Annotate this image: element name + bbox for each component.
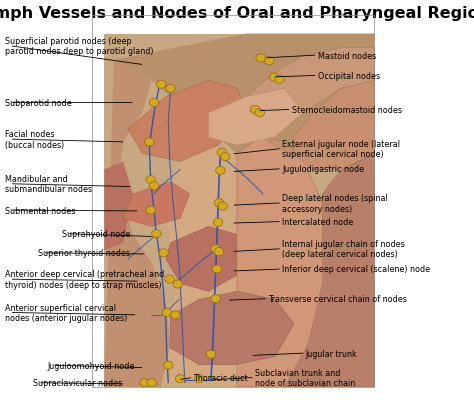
- Polygon shape: [171, 292, 294, 364]
- Text: Occipital nodes: Occipital nodes: [318, 72, 380, 81]
- Circle shape: [216, 167, 225, 175]
- Polygon shape: [166, 227, 237, 292]
- Circle shape: [173, 280, 182, 288]
- Text: Transverse cervical chain of nodes: Transverse cervical chain of nodes: [268, 294, 407, 303]
- Circle shape: [175, 375, 185, 383]
- Text: Anterior superficial cervical
nodes (anterior jugular nodes): Anterior superficial cervical nodes (ant…: [5, 303, 127, 322]
- Text: Superficial parotid nodes (deep
parotid nodes deep to parotid gland): Superficial parotid nodes (deep parotid …: [5, 37, 153, 56]
- Circle shape: [264, 58, 274, 66]
- Polygon shape: [237, 138, 322, 387]
- Circle shape: [156, 81, 166, 89]
- Circle shape: [149, 99, 159, 107]
- Text: Facial nodes
(buccal nodes): Facial nodes (buccal nodes): [5, 130, 64, 149]
- Circle shape: [149, 182, 159, 190]
- Circle shape: [194, 375, 204, 383]
- Circle shape: [159, 249, 168, 257]
- Circle shape: [256, 55, 265, 63]
- Text: Intercalated node: Intercalated node: [282, 217, 353, 226]
- Circle shape: [146, 207, 155, 215]
- Text: Inferior deep cervical (scalene) node: Inferior deep cervical (scalene) node: [282, 265, 430, 274]
- Text: Juguloomohyoid node: Juguloomohyoid node: [47, 361, 135, 370]
- Circle shape: [162, 309, 172, 317]
- Circle shape: [146, 176, 155, 184]
- Circle shape: [164, 361, 173, 369]
- Polygon shape: [246, 49, 374, 138]
- Text: Mastoid nodes: Mastoid nodes: [318, 51, 376, 60]
- Text: Submental nodes: Submental nodes: [5, 206, 75, 215]
- Circle shape: [145, 139, 154, 147]
- Circle shape: [213, 219, 223, 227]
- Polygon shape: [104, 162, 133, 251]
- Polygon shape: [114, 34, 374, 162]
- Circle shape: [220, 153, 230, 161]
- Circle shape: [250, 106, 260, 114]
- Polygon shape: [128, 81, 246, 162]
- Polygon shape: [104, 34, 374, 387]
- Circle shape: [166, 85, 175, 93]
- Polygon shape: [161, 146, 237, 387]
- Polygon shape: [209, 89, 303, 146]
- Text: Anterior deep cervical (pretracheal and
thyroid) nodes (deep to strap muscles): Anterior deep cervical (pretracheal and …: [5, 270, 164, 289]
- Text: Thoracic duct: Thoracic duct: [193, 373, 248, 382]
- Text: External jugular node (lateral
superficial cervical node): External jugular node (lateral superfici…: [282, 139, 400, 159]
- Text: Subparotid node: Subparotid node: [5, 99, 72, 108]
- Text: Deep lateral nodes (spinal
accessory nodes): Deep lateral nodes (spinal accessory nod…: [282, 194, 388, 213]
- Circle shape: [211, 245, 220, 253]
- Polygon shape: [123, 182, 190, 227]
- Circle shape: [211, 295, 220, 303]
- Text: Lymph Vessels and Nodes of Oral and Pharyngeal Regions: Lymph Vessels and Nodes of Oral and Phar…: [0, 6, 474, 21]
- Polygon shape: [284, 154, 374, 387]
- Circle shape: [214, 199, 224, 207]
- Circle shape: [171, 311, 180, 319]
- Circle shape: [275, 76, 284, 84]
- Circle shape: [255, 109, 264, 117]
- Circle shape: [217, 149, 227, 157]
- Text: Supraclavicular nodes: Supraclavicular nodes: [33, 378, 122, 387]
- Circle shape: [140, 379, 149, 387]
- Text: Sternocleidomastoid nodes: Sternocleidomastoid nodes: [292, 106, 401, 115]
- Text: Superior thyroid nodes: Superior thyroid nodes: [38, 249, 130, 258]
- Polygon shape: [237, 138, 322, 387]
- Text: Jugulodigastric node: Jugulodigastric node: [282, 165, 364, 174]
- Text: Internal jugular chain of nodes
(deep lateral cervical nodes): Internal jugular chain of nodes (deep la…: [282, 239, 405, 259]
- Circle shape: [269, 74, 279, 82]
- Circle shape: [212, 265, 222, 273]
- Circle shape: [214, 248, 224, 256]
- Circle shape: [152, 230, 161, 238]
- Circle shape: [218, 202, 228, 211]
- Circle shape: [147, 379, 156, 387]
- Circle shape: [206, 350, 216, 358]
- Polygon shape: [294, 81, 374, 170]
- Text: Mandibular and
submandibular nodes: Mandibular and submandibular nodes: [5, 175, 92, 194]
- Polygon shape: [104, 61, 171, 387]
- Text: Suprahyoid node: Suprahyoid node: [62, 230, 130, 239]
- Text: Jugular trunk: Jugular trunk: [306, 349, 357, 358]
- Circle shape: [165, 275, 174, 284]
- Text: Subclavian trunk and
node of subclavian chain: Subclavian trunk and node of subclavian …: [255, 368, 355, 387]
